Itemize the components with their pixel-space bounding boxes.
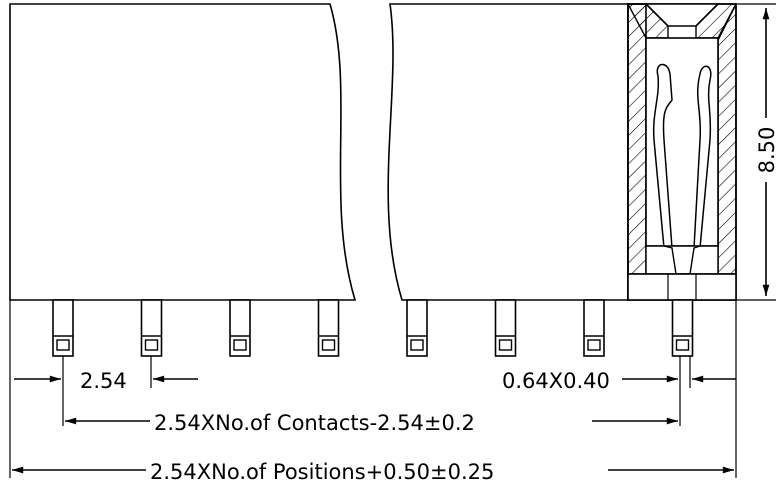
pins: [52, 299, 694, 357]
contacts-span-dimension: 2.54XNo.of Contacts-2.54±0.2: [64, 408, 678, 435]
pin: [583, 299, 605, 357]
pin: [229, 299, 251, 357]
housing-right-segment: [387, 3, 629, 301]
pin-section-dimension: 0.64X0.40: [502, 356, 736, 426]
height-dimension: 8.50: [736, 3, 779, 301]
pin-section-label: 0.64X0.40: [502, 369, 610, 393]
overall-length-dimension: 2.54XNo.of Positions+0.50±0.25: [9, 300, 737, 484]
contacts-span-label: 2.54XNo.of Contacts-2.54±0.2: [154, 411, 475, 435]
pin: [494, 299, 517, 357]
pin: [317, 299, 340, 357]
pin: [140, 299, 163, 357]
height-label: 8.50: [755, 127, 779, 174]
overall-length-label: 2.54XNo.of Positions+0.50±0.25: [150, 460, 494, 484]
housing-left-segment: [9, 3, 357, 301]
pitch-label: 2.54: [80, 369, 127, 393]
cross-section: [626, 3, 738, 301]
pin: [52, 299, 74, 357]
pitch-dimension: 2.54: [14, 356, 198, 426]
pin: [406, 299, 428, 357]
pin: [671, 299, 694, 357]
